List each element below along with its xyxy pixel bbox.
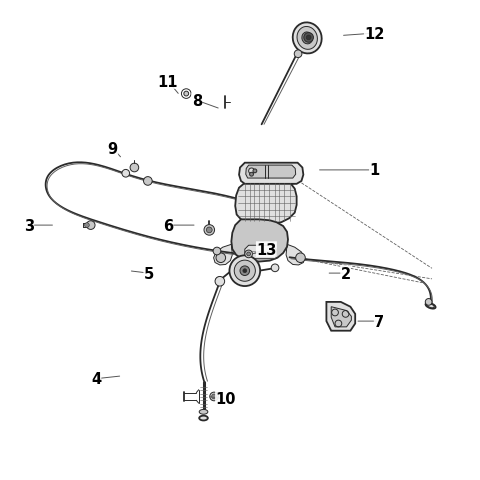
Text: 13: 13 <box>256 242 276 257</box>
Polygon shape <box>246 166 296 179</box>
Ellipse shape <box>293 24 322 54</box>
Circle shape <box>210 392 218 401</box>
Text: 1: 1 <box>369 163 380 178</box>
Circle shape <box>122 170 130 178</box>
Circle shape <box>234 261 255 282</box>
Polygon shape <box>286 245 304 265</box>
Circle shape <box>184 92 189 97</box>
Circle shape <box>247 252 251 256</box>
Text: 10: 10 <box>216 392 236 407</box>
Circle shape <box>212 394 216 399</box>
Circle shape <box>144 177 152 186</box>
Text: 12: 12 <box>364 26 384 41</box>
Polygon shape <box>331 307 351 327</box>
Text: 5: 5 <box>144 266 154 281</box>
Circle shape <box>245 251 252 258</box>
Circle shape <box>215 277 225 287</box>
Ellipse shape <box>426 303 435 309</box>
Text: 11: 11 <box>158 74 178 89</box>
Text: 4: 4 <box>91 372 101 386</box>
Circle shape <box>130 164 139 172</box>
Ellipse shape <box>199 409 208 414</box>
Circle shape <box>243 269 247 273</box>
Circle shape <box>216 253 226 263</box>
Circle shape <box>294 51 302 59</box>
Text: 2: 2 <box>340 266 351 281</box>
Circle shape <box>86 221 95 230</box>
Circle shape <box>296 253 305 263</box>
Circle shape <box>213 248 221 255</box>
Text: 9: 9 <box>108 142 118 156</box>
Polygon shape <box>214 245 232 265</box>
Polygon shape <box>326 302 355 331</box>
Ellipse shape <box>199 416 208 420</box>
Polygon shape <box>231 220 288 262</box>
Circle shape <box>84 223 89 228</box>
Ellipse shape <box>427 304 434 308</box>
Polygon shape <box>235 183 298 224</box>
Ellipse shape <box>297 27 317 50</box>
Text: 7: 7 <box>374 314 384 329</box>
Ellipse shape <box>302 33 312 45</box>
Circle shape <box>216 277 223 285</box>
Text: 8: 8 <box>192 94 202 108</box>
Circle shape <box>249 168 254 174</box>
Text: 6: 6 <box>163 218 173 233</box>
Polygon shape <box>245 246 276 259</box>
Circle shape <box>304 34 313 43</box>
Circle shape <box>425 299 432 306</box>
Circle shape <box>240 266 250 276</box>
Circle shape <box>204 225 215 236</box>
Circle shape <box>229 256 260 287</box>
Polygon shape <box>239 163 303 184</box>
Circle shape <box>271 264 279 272</box>
Circle shape <box>306 36 311 41</box>
Circle shape <box>250 173 253 177</box>
Text: 3: 3 <box>24 218 34 233</box>
Circle shape <box>206 228 212 233</box>
Circle shape <box>253 169 257 173</box>
